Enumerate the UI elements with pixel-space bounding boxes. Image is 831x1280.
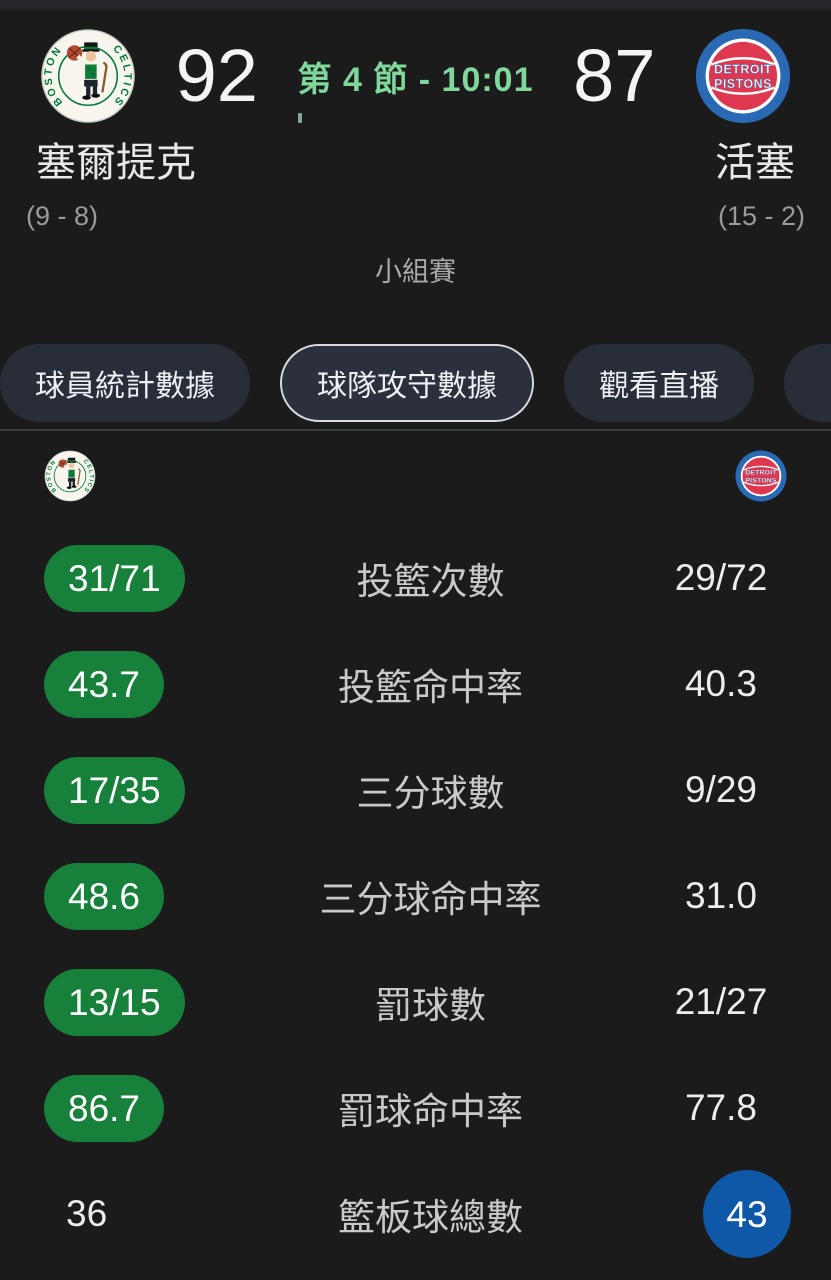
- home-stat-value: 86.7: [44, 1074, 165, 1142]
- home-stat-value: 17/35: [44, 756, 185, 824]
- away-team-record: (15 - 2): [717, 201, 805, 231]
- tab-team-stats[interactable]: 球隊攻守數據: [280, 344, 534, 423]
- stat-label: 三分球數: [356, 773, 505, 815]
- celtics-logo: [40, 28, 136, 124]
- stat-row-field-goal-pct: 43.7 投籃命中率 40.3: [0, 631, 831, 737]
- tabs-divider: [0, 429, 831, 432]
- away-score: 87: [573, 34, 656, 117]
- stat-row-free-throws: 13/15 罰球數 21/27: [0, 949, 831, 1055]
- stat-row-three-pointers: 17/35 三分球數 9/29: [0, 737, 831, 843]
- away-team-name: 活塞: [715, 141, 795, 185]
- stat-label: 投籃命中率: [338, 667, 523, 709]
- away-stat-value: 31.0: [684, 875, 757, 917]
- away-stat-value: 40.3: [684, 663, 757, 705]
- game-status: 第 4 節 - 10:01: [297, 60, 534, 99]
- pistons-logo-small: [735, 450, 787, 503]
- away-stat-value: 43: [703, 1170, 791, 1259]
- stat-label: 投籃次數: [356, 561, 505, 603]
- tab-watch-live[interactable]: 觀看直播: [564, 344, 754, 423]
- status-bar-strip: [0, 0, 831, 10]
- home-stat-value: 13/15: [44, 968, 185, 1036]
- away-stat-value: 21/27: [674, 981, 768, 1023]
- tab-player-stats[interactable]: 球員統計數據: [0, 344, 250, 423]
- home-team-record: (9 - 8): [26, 201, 99, 231]
- scoreboard-header: 92 第 4 節 - 10:01 87 塞爾提克 活塞 (9 - 8) (15 …: [0, 10, 831, 288]
- stat-label: 三分球命中率: [319, 879, 542, 921]
- home-stat-value: 48.6: [44, 862, 165, 930]
- pistons-logo: [695, 28, 792, 124]
- status-tick-mark: [297, 112, 302, 123]
- tab-more[interactable]: 更: [784, 344, 831, 423]
- score-row: 92 第 4 節 - 10:01 87: [0, 28, 831, 124]
- stat-label: 罰球數: [375, 985, 486, 1027]
- home-team-name: 塞爾提克: [36, 141, 196, 185]
- home-stat-value: 43.7: [44, 650, 165, 718]
- stat-label: 罰球命中率: [338, 1091, 523, 1133]
- stats-team-logos-row: [0, 447, 831, 505]
- stat-row-free-throw-pct: 86.7 罰球命中率 77.8: [0, 1055, 831, 1161]
- stat-row-three-point-pct: 48.6 三分球命中率 31.0: [0, 843, 831, 949]
- game-status-wrap: 第 4 節 - 10:01: [297, 52, 534, 123]
- home-stat-value: 36: [66, 1193, 108, 1235]
- stat-row-field-goals: 31/71 投籃次數 29/72: [0, 525, 831, 631]
- section-tabs: 球員統計數據 球隊攻守數據 觀看直播 更: [0, 344, 831, 423]
- home-score: 92: [175, 34, 258, 117]
- away-stat-value: 77.8: [684, 1087, 757, 1129]
- stat-row-total-rebounds: 36 籃板球總數 43: [0, 1161, 831, 1267]
- competition-stage-label: 小組賽: [375, 257, 456, 288]
- team-names-row: 塞爾提克 活塞: [0, 140, 831, 186]
- team-records-row: (9 - 8) (15 - 2): [0, 200, 831, 232]
- stat-label: 籃板球總數: [338, 1197, 523, 1239]
- team-stats-comparison: 31/71 投籃次數 29/72 43.7 投籃命中率 40.3 17/35 三…: [0, 525, 831, 1267]
- away-stat-value: 29/72: [674, 557, 768, 599]
- celtics-logo-small: [44, 450, 96, 502]
- away-stat-value: 9/29: [684, 769, 757, 811]
- home-stat-value: 31/71: [44, 544, 185, 612]
